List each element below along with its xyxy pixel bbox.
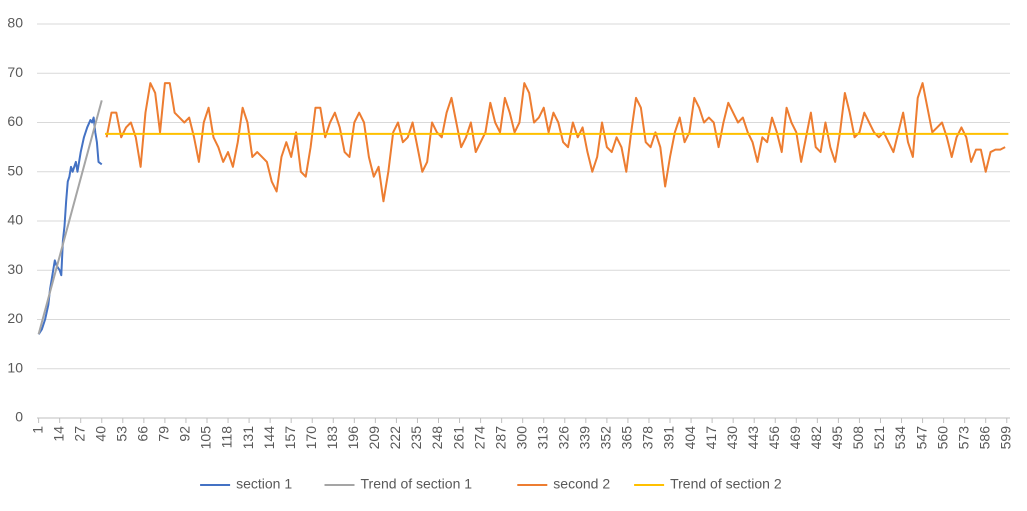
x-tick-label: 573 (955, 426, 971, 450)
legend-label: Trend of section 1 (361, 476, 473, 492)
x-tick-label: 365 (619, 426, 635, 450)
y-tick-label: 0 (15, 409, 23, 425)
x-tick-label: 14 (50, 426, 66, 442)
x-tick-label: 482 (808, 426, 824, 450)
x-tick-label: 534 (892, 426, 908, 450)
series-line (37, 116, 103, 335)
x-tick-label: 430 (724, 426, 740, 450)
x-tick-label: 404 (682, 426, 698, 450)
x-tick-label: 209 (366, 426, 382, 450)
y-tick-label: 80 (7, 15, 23, 31)
series-line (37, 100, 103, 335)
x-tick-label: 79 (156, 426, 172, 442)
x-tick-label: 443 (745, 426, 761, 450)
x-tick-label: 391 (661, 426, 677, 450)
x-tick-label: 495 (829, 426, 845, 450)
x-tick-label: 53 (114, 426, 130, 442)
x-tick-label: 521 (871, 426, 887, 450)
legend-label: section 1 (236, 476, 292, 492)
x-tick-label: 235 (408, 426, 424, 450)
x-tick-label: 144 (261, 426, 277, 450)
series-line (105, 82, 1006, 203)
x-tick-label: 27 (71, 426, 87, 442)
x-tick-label: 222 (387, 426, 403, 450)
y-tick-label: 70 (7, 64, 23, 80)
x-tick-label: 417 (703, 426, 719, 450)
x-tick-label: 456 (766, 426, 782, 450)
x-tick-label: 586 (976, 426, 992, 450)
x-tick-label: 300 (513, 426, 529, 450)
y-tick-label: 20 (7, 310, 23, 326)
x-tick-label: 157 (282, 426, 298, 450)
x-tick-label: 469 (787, 426, 803, 450)
x-tick-label: 118 (219, 426, 235, 449)
x-tick-label: 326 (555, 426, 571, 450)
x-tick-label: 66 (135, 426, 151, 442)
x-tick-label: 339 (577, 426, 593, 450)
x-tick-label: 1 (29, 426, 45, 434)
x-tick-label: 287 (492, 426, 508, 450)
x-tick-label: 261 (450, 426, 466, 450)
x-tick-label: 92 (177, 426, 193, 442)
x-tick-label: 313 (534, 426, 550, 450)
x-tick-label: 40 (92, 426, 108, 442)
legend-label: second 2 (553, 476, 610, 492)
x-tick-label: 547 (913, 426, 929, 450)
x-tick-label: 248 (429, 426, 445, 450)
x-tick-label: 378 (640, 426, 656, 450)
x-tick-label: 183 (324, 426, 340, 450)
y-tick-label: 40 (7, 212, 23, 228)
x-tick-label: 196 (345, 426, 361, 450)
legend-label: Trend of section 2 (670, 476, 782, 492)
x-tick-label: 352 (598, 426, 614, 450)
x-tick-label: 105 (198, 426, 214, 450)
y-tick-label: 30 (7, 261, 23, 277)
x-tick-label: 599 (997, 426, 1013, 450)
x-tick-label: 170 (303, 426, 319, 450)
x-tick-label: 274 (471, 426, 487, 450)
y-tick-label: 10 (7, 359, 23, 375)
x-tick-label: 508 (850, 426, 866, 450)
y-tick-label: 50 (7, 162, 23, 178)
y-tick-label: 60 (7, 113, 23, 129)
x-tick-label: 131 (240, 426, 256, 450)
x-tick-label: 560 (934, 426, 950, 450)
